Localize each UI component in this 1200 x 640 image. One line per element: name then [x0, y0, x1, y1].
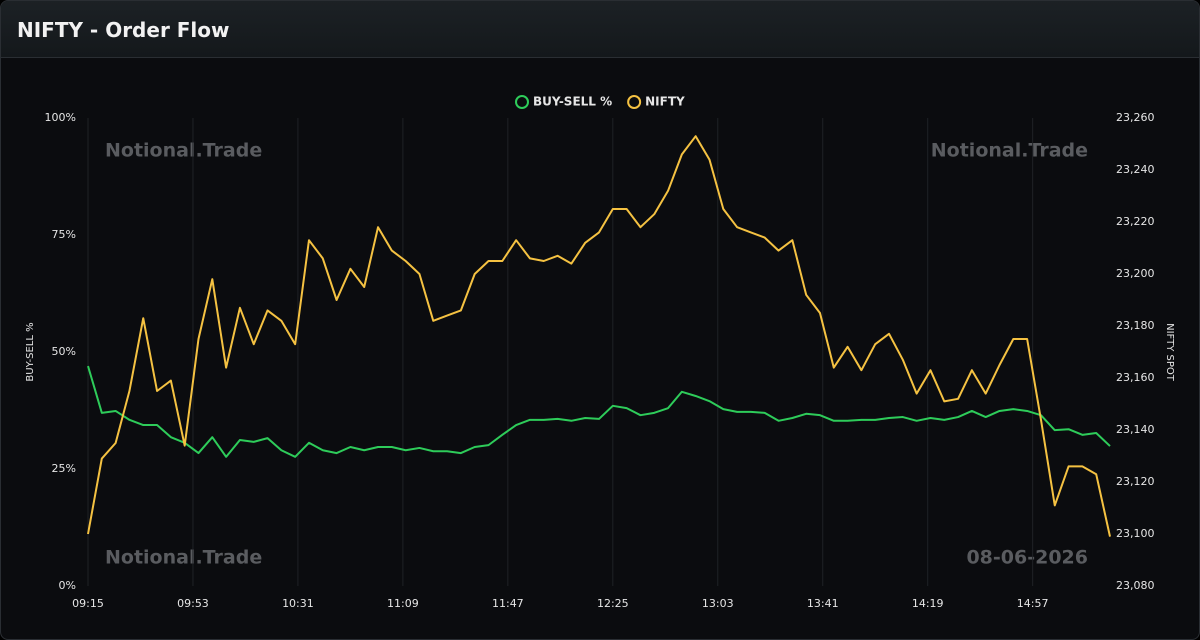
y2-tick-label: 23,120	[1116, 475, 1155, 488]
y2-tick-label: 23,100	[1116, 527, 1155, 540]
y-tick-label: 75%	[52, 228, 76, 241]
y2-tick-label: 23,180	[1116, 319, 1155, 332]
y-tick-label: 100%	[45, 111, 76, 124]
header: NIFTY - Order Flow	[1, 1, 1199, 58]
y-axis-title: BUY-SELL %	[25, 322, 36, 381]
legend-label: BUY-SELL %	[533, 95, 612, 109]
watermark: Notional.Trade	[105, 547, 262, 569]
y-tick-label: 25%	[52, 462, 76, 475]
title: NIFTY - Order Flow	[17, 18, 230, 42]
x-tick-label: 11:09	[387, 597, 419, 610]
x-tick-label: 14:57	[1017, 597, 1049, 610]
x-tick-label: 12:25	[597, 597, 629, 610]
x-tick-label: 13:03	[702, 597, 734, 610]
x-tick-label: 13:41	[807, 597, 839, 610]
x-tick-label: 11:47	[492, 597, 524, 610]
x-tick-label: 10:31	[282, 597, 314, 610]
y2-axis-title: NIFTY SPOT	[1164, 323, 1175, 382]
line-series	[87, 135, 1111, 537]
y2-tick-label: 23,140	[1116, 423, 1155, 436]
x-tick-label: 14:19	[912, 597, 944, 610]
y2-tick-label: 23,220	[1116, 215, 1155, 228]
y-tick-label: 50%	[52, 345, 76, 358]
watermark: Notional.Trade	[931, 140, 1088, 162]
y2-tick-label: 23,200	[1116, 267, 1155, 280]
legend-label: NIFTY	[645, 95, 685, 109]
line-series	[87, 365, 1111, 458]
x-tick-label: 09:53	[177, 597, 209, 610]
y-tick-label: 0%	[59, 579, 76, 592]
x-tick-label: 09:15	[72, 597, 104, 610]
y2-tick-label: 23,260	[1116, 111, 1155, 124]
legend-marker	[627, 95, 642, 109]
watermark: 08-06-2026	[966, 547, 1088, 569]
legend-marker	[515, 95, 529, 109]
y2-tick-label: 23,240	[1116, 163, 1155, 176]
y2-tick-label: 23,080	[1116, 579, 1155, 592]
watermark: Notional.Trade	[105, 140, 262, 162]
y2-tick-label: 23,160	[1116, 371, 1155, 384]
